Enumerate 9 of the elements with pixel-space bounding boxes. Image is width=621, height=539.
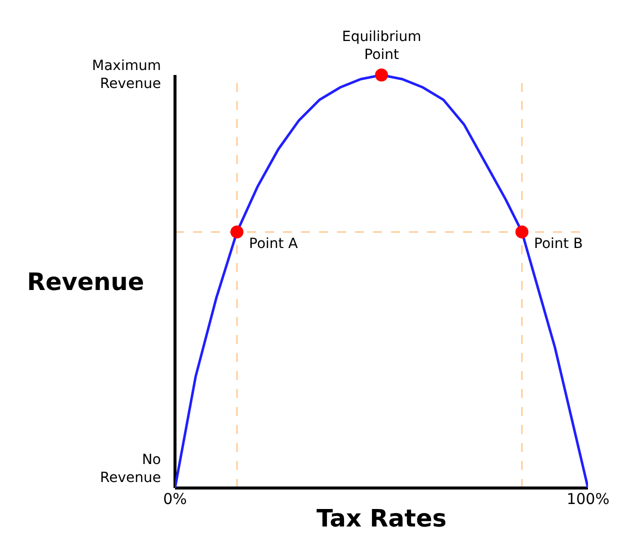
y-axis-title: Revenue (27, 268, 144, 296)
x-tick-label: 100% (566, 490, 610, 508)
annotation: Equilibrium Point (342, 29, 422, 64)
x-tick-label: 0% (163, 490, 187, 508)
x-axis-title: Tax Rates (316, 504, 447, 532)
annotation: Point B (534, 236, 583, 252)
annotation: Point A (249, 236, 298, 252)
text: Maximum Revenue (92, 58, 161, 92)
text: No Revenue (100, 452, 161, 486)
